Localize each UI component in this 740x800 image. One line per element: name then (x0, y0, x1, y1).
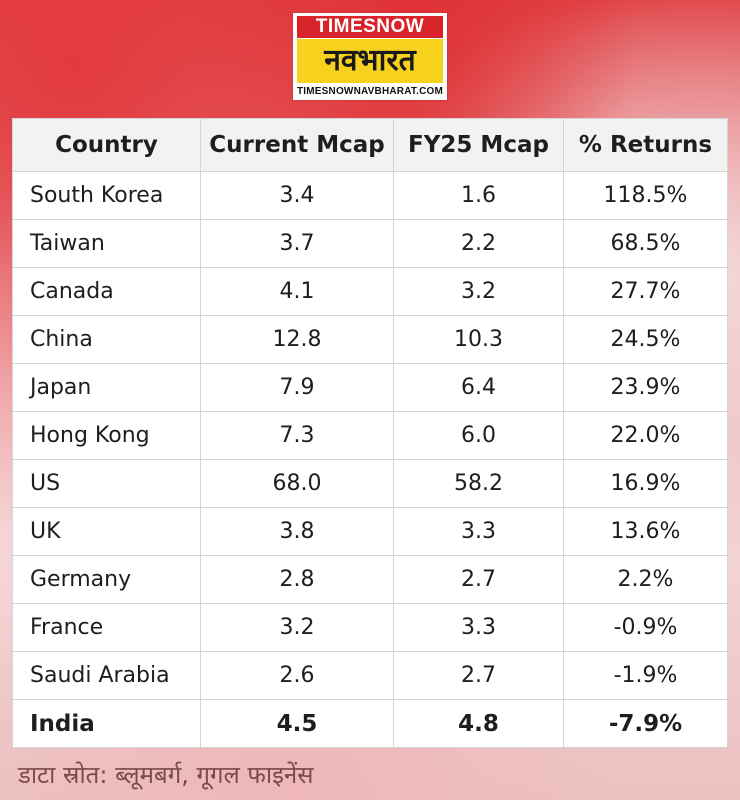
cell-returns: 13.6% (563, 507, 728, 556)
cell-returns: 2.2% (563, 555, 728, 604)
table-row: Saudi Arabia 2.6 2.7 -1.9% (12, 651, 728, 700)
cell-country: Saudi Arabia (12, 651, 201, 700)
cell-fy25-mcap: 2.2 (393, 219, 564, 268)
cell-current-mcap: 4.1 (200, 267, 394, 316)
cell-returns: -7.9% (563, 699, 728, 748)
cell-returns: -0.9% (563, 603, 728, 652)
cell-returns: 22.0% (563, 411, 728, 460)
cell-returns: 68.5% (563, 219, 728, 268)
cell-fy25-mcap: 2.7 (393, 651, 564, 700)
cell-returns: 118.5% (563, 171, 728, 220)
cell-country: UK (12, 507, 201, 556)
cell-returns: -1.9% (563, 651, 728, 700)
cell-country: Japan (12, 363, 201, 412)
cell-country: Hong Kong (12, 411, 201, 460)
cell-country: Canada (12, 267, 201, 316)
cell-current-mcap: 4.5 (200, 699, 394, 748)
table-row: China 12.8 10.3 24.5% (12, 315, 728, 364)
cell-current-mcap: 12.8 (200, 315, 394, 364)
cell-country: Germany (12, 555, 201, 604)
cell-fy25-mcap: 2.7 (393, 555, 564, 604)
market-cap-table: Country Current Mcap FY25 Mcap % Returns… (12, 118, 728, 748)
cell-returns: 16.9% (563, 459, 728, 508)
table-row: Taiwan 3.7 2.2 68.5% (12, 219, 728, 268)
times-now-navbharat-logo: TIMESNOW नवभारत TIMESNOWNAVBHARAT.COM (293, 13, 447, 100)
cell-returns: 24.5% (563, 315, 728, 364)
cell-country: US (12, 459, 201, 508)
table-header-row: Country Current Mcap FY25 Mcap % Returns (12, 118, 728, 172)
cell-fy25-mcap: 3.3 (393, 603, 564, 652)
cell-fy25-mcap: 3.2 (393, 267, 564, 316)
header-fy25-mcap: FY25 Mcap (393, 118, 564, 172)
cell-country: South Korea (12, 171, 201, 220)
cell-current-mcap: 3.8 (200, 507, 394, 556)
table-row: UK 3.8 3.3 13.6% (12, 507, 728, 556)
cell-country: Taiwan (12, 219, 201, 268)
cell-current-mcap: 7.3 (200, 411, 394, 460)
header-country: Country (12, 118, 201, 172)
cell-current-mcap: 3.7 (200, 219, 394, 268)
cell-fy25-mcap: 6.4 (393, 363, 564, 412)
cell-fy25-mcap: 58.2 (393, 459, 564, 508)
table-row: Japan 7.9 6.4 23.9% (12, 363, 728, 412)
cell-country: China (12, 315, 201, 364)
table-row: US 68.0 58.2 16.9% (12, 459, 728, 508)
logo-brand-band: नवभारत (297, 39, 443, 83)
cell-country: India (12, 699, 201, 748)
cell-country: France (12, 603, 201, 652)
cell-current-mcap: 2.6 (200, 651, 394, 700)
cell-current-mcap: 3.2 (200, 603, 394, 652)
table-row: Germany 2.8 2.7 2.2% (12, 555, 728, 604)
table-row: South Korea 3.4 1.6 118.5% (12, 171, 728, 220)
logo-website: TIMESNOWNAVBHARAT.COM (296, 86, 444, 97)
cell-current-mcap: 3.4 (200, 171, 394, 220)
cell-current-mcap: 2.8 (200, 555, 394, 604)
data-source-note: डाटा स्रोत: ब्लूमबर्ग, गूगल फाइनेंस (18, 761, 314, 789)
cell-current-mcap: 7.9 (200, 363, 394, 412)
cell-current-mcap: 68.0 (200, 459, 394, 508)
table-row: Hong Kong 7.3 6.0 22.0% (12, 411, 728, 460)
cell-returns: 23.9% (563, 363, 728, 412)
cell-fy25-mcap: 10.3 (393, 315, 564, 364)
table-row: Canada 4.1 3.2 27.7% (12, 267, 728, 316)
cell-returns: 27.7% (563, 267, 728, 316)
cell-fy25-mcap: 6.0 (393, 411, 564, 460)
header-current-mcap: Current Mcap (200, 118, 394, 172)
logo-times-now-band: TIMESNOW (297, 16, 443, 38)
cell-fy25-mcap: 1.6 (393, 171, 564, 220)
table-row: India 4.5 4.8 -7.9% (12, 699, 728, 748)
header-returns: % Returns (563, 118, 728, 172)
cell-fy25-mcap: 4.8 (393, 699, 564, 748)
table-row: France 3.2 3.3 -0.9% (12, 603, 728, 652)
cell-fy25-mcap: 3.3 (393, 507, 564, 556)
